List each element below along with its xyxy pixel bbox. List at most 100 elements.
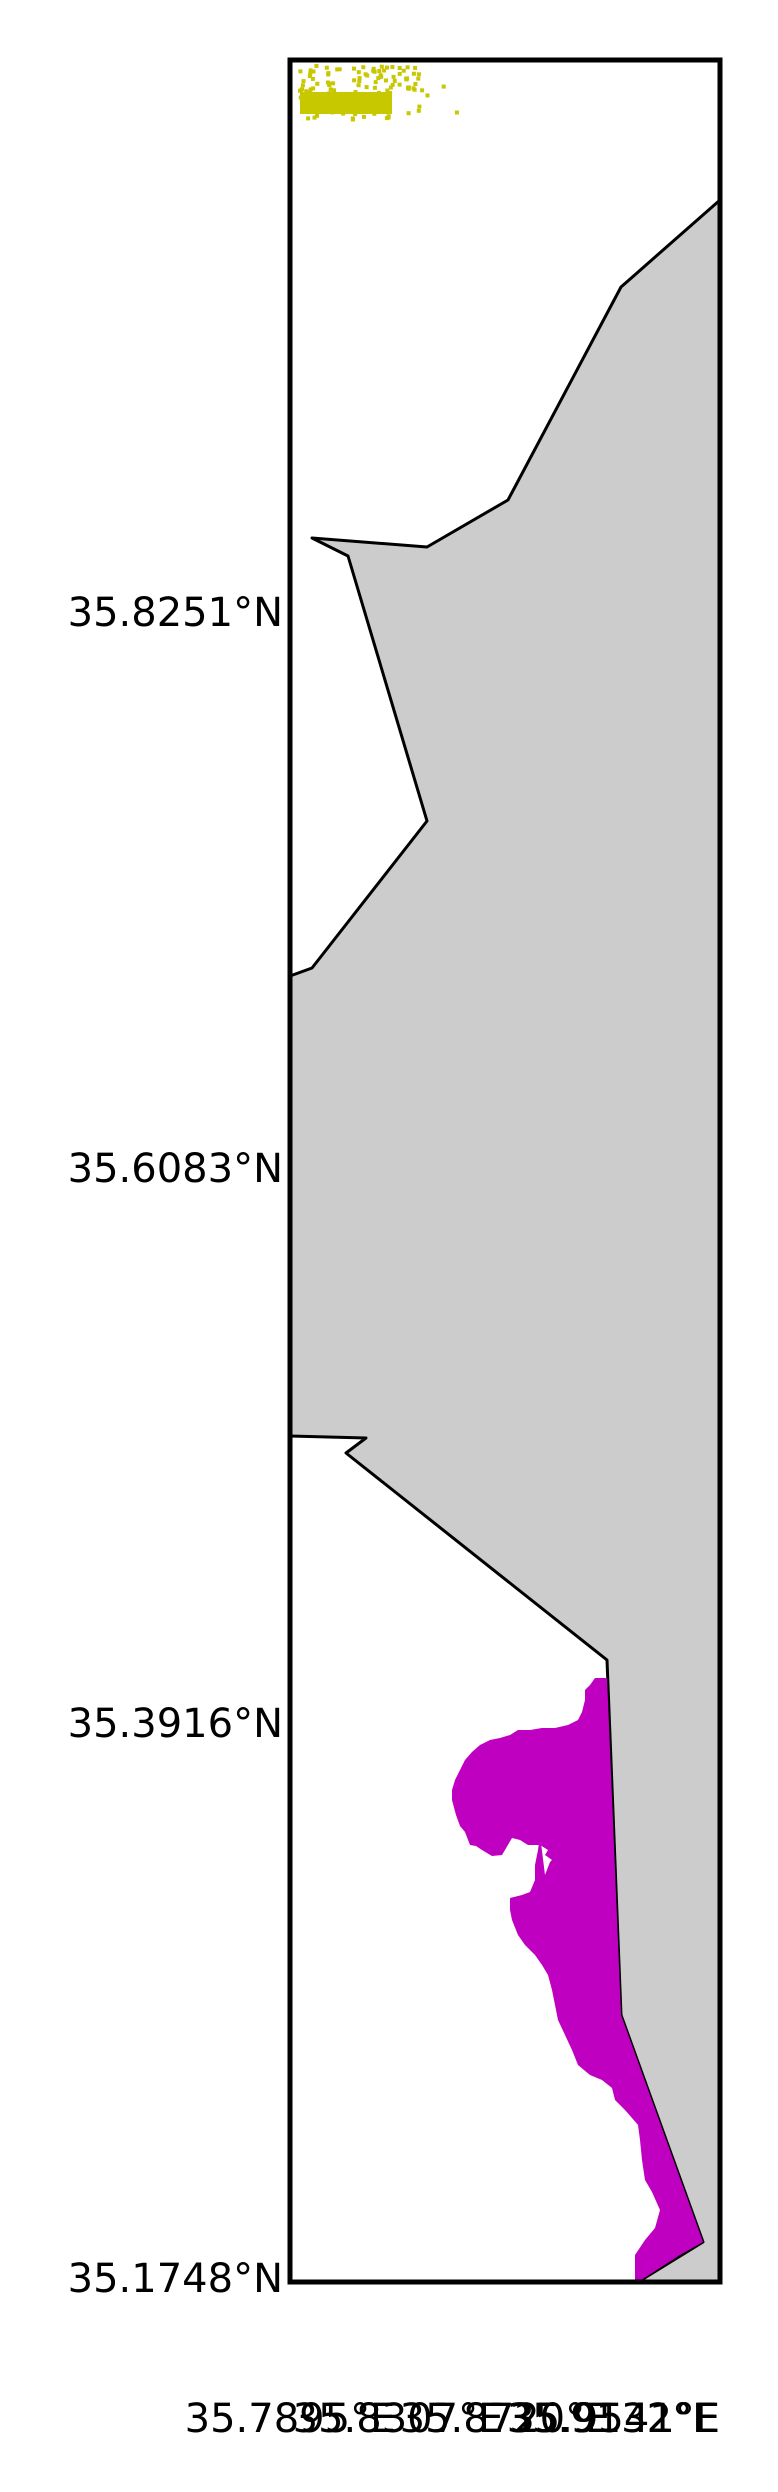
lon-label: 35.9541°E <box>509 2396 720 2442</box>
magenta-coastal-region <box>452 1678 703 2282</box>
yellow-point <box>413 82 418 86</box>
yellow-point <box>379 74 384 79</box>
yellow-point <box>413 65 418 70</box>
yellow-point <box>411 86 416 91</box>
yellow-point <box>326 71 331 76</box>
yellow-point <box>363 72 368 77</box>
yellow-point <box>372 85 377 90</box>
yellow-point <box>330 110 335 115</box>
yellow-point <box>341 111 346 116</box>
yellow-point <box>397 82 402 87</box>
yellow-point <box>372 111 377 116</box>
yellow-point <box>416 108 421 113</box>
lon-label: 35.8307°E <box>293 2396 504 2442</box>
yellow-point <box>331 81 336 86</box>
yellow-point <box>411 71 416 76</box>
yellow-point <box>315 113 319 118</box>
yellow-point <box>371 66 376 71</box>
yellow-point <box>406 85 410 90</box>
yellow-point <box>308 87 313 92</box>
yellow-point <box>300 83 305 88</box>
yellow-point <box>353 106 358 111</box>
yellow-point <box>353 90 358 95</box>
yellow-point <box>385 65 389 70</box>
yellow-point <box>347 98 352 103</box>
lon-label: 35.8720°E <box>400 2396 611 2442</box>
yellow-point <box>301 79 306 84</box>
yellow-point <box>334 96 339 101</box>
yellow-point <box>328 87 333 92</box>
lat-label: 35.1748°N <box>68 2256 283 2302</box>
yellow-point <box>344 99 349 104</box>
yellow-point <box>401 68 406 73</box>
yellow-point <box>337 67 342 72</box>
yellow-point <box>347 102 352 106</box>
yellow-point <box>404 77 409 82</box>
yellow-point <box>373 80 378 85</box>
yellow-point <box>318 109 323 114</box>
yellow-point <box>357 109 362 114</box>
yellow-point <box>406 111 411 116</box>
yellow-point <box>350 116 355 121</box>
yellow-point <box>314 64 319 68</box>
yellow-point <box>368 102 373 107</box>
yellow-point <box>323 97 328 102</box>
lon-label: 35.7895°E <box>185 2396 396 2442</box>
yellow-point <box>372 69 377 74</box>
yellow-point <box>320 93 325 98</box>
yellow-point <box>441 84 446 89</box>
yellow-point <box>425 93 430 98</box>
yellow-point <box>397 66 402 70</box>
yellow-point <box>378 104 383 108</box>
yellow-point <box>361 114 366 119</box>
yellow-point <box>405 65 410 70</box>
yellow-point <box>298 95 303 100</box>
yellow-point <box>308 90 313 95</box>
yellow-point <box>387 92 392 97</box>
yellow-point <box>325 106 330 111</box>
yellow-point <box>366 95 371 100</box>
yellow-point <box>357 97 362 102</box>
yellow-point <box>391 74 396 79</box>
lat-label: 35.3916°N <box>68 1701 283 1747</box>
yellow-point <box>311 86 316 91</box>
yellow-point <box>347 108 352 113</box>
yellow-point <box>384 78 388 83</box>
lat-label: 35.6083°N <box>68 1146 283 1192</box>
yellow-point <box>332 88 337 93</box>
yellow-point <box>339 103 344 108</box>
yellow-point <box>385 88 390 93</box>
yellow-point <box>384 116 389 121</box>
yellow-point <box>307 74 312 79</box>
map-frame <box>287 57 723 2285</box>
yellow-point <box>454 110 459 115</box>
yellow-point <box>357 76 362 81</box>
yellow-point <box>377 69 382 73</box>
yellow-point <box>338 94 343 99</box>
yellow-point <box>328 91 333 96</box>
yellow-point <box>356 70 361 75</box>
yellow-point <box>323 101 328 105</box>
yellow-point <box>310 76 315 81</box>
yellow-point <box>416 76 421 81</box>
yellow-point <box>416 72 421 77</box>
yellow-point <box>357 79 362 84</box>
yellow-point <box>388 85 393 90</box>
yellow-point-cluster <box>298 64 459 122</box>
yellow-point <box>306 116 311 121</box>
yellow-point <box>371 95 376 100</box>
yellow-point <box>417 104 422 109</box>
yellow-point <box>312 115 317 120</box>
yellow-point <box>420 88 425 93</box>
yellow-point <box>361 65 366 70</box>
yellow-point <box>390 82 395 87</box>
yellow-point <box>307 93 312 97</box>
yellow-point <box>308 68 313 73</box>
yellow-point <box>382 68 387 73</box>
yellow-point <box>304 90 309 95</box>
yellow-point <box>379 64 384 69</box>
yellow-point <box>357 93 362 98</box>
yellow-point <box>317 99 322 104</box>
yellow-point <box>353 112 358 117</box>
